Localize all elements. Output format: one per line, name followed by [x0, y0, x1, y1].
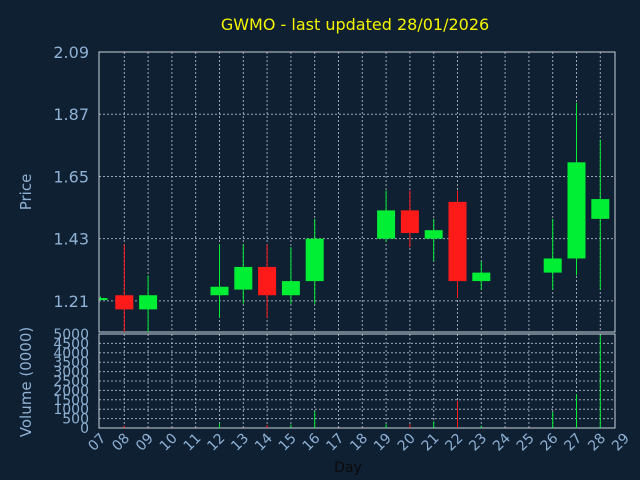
price-tick-label: 1.65 — [53, 167, 89, 186]
candle-body — [591, 199, 610, 219]
chart-title: GWMO - last updated 28/01/2026 — [221, 15, 489, 34]
volume-tick-label: 3000 — [53, 365, 89, 381]
volume-tick-label: 3500 — [53, 355, 89, 371]
x-tick-label: 24 — [490, 430, 514, 454]
candle-body — [281, 281, 300, 296]
x-axis-label: Day — [334, 460, 362, 476]
price-tick-labels: 2.09 1.87 1.65 1.43 1.21 — [53, 43, 89, 311]
x-tick-label: 09 — [133, 431, 157, 455]
volume-bars — [123, 334, 601, 428]
candle-body — [400, 210, 419, 234]
candle — [543, 218, 562, 290]
candle-body — [472, 272, 491, 282]
candle — [115, 244, 134, 332]
volume-tick-label: 2000 — [53, 383, 89, 399]
x-tick-label: 22 — [442, 431, 466, 455]
candle-body — [258, 266, 277, 296]
x-tick-label: 12 — [204, 431, 228, 455]
x-tick-label: 21 — [419, 431, 443, 455]
x-tick-label: 16 — [300, 430, 324, 454]
candle-body — [139, 295, 158, 310]
x-tick-label: 13 — [228, 431, 252, 455]
candle — [305, 218, 324, 304]
candle — [281, 247, 300, 304]
candle-body — [234, 266, 253, 290]
x-tick-label: 25 — [514, 431, 538, 455]
candle — [400, 190, 419, 248]
volume-tick-label: 2500 — [53, 374, 89, 390]
candle — [591, 139, 610, 290]
price-axis-label: Price — [17, 174, 35, 211]
candle-body — [305, 238, 324, 282]
x-tick-label: 10 — [157, 431, 181, 455]
x-tick-label: 27 — [561, 431, 585, 455]
candle — [234, 244, 253, 304]
candle-body — [448, 201, 467, 282]
volume-tick-label: 5000 — [53, 327, 89, 343]
volume-tick-label: 500 — [62, 412, 89, 428]
x-tick-label: 14 — [252, 430, 276, 454]
x-tick-label: 29 — [609, 431, 633, 455]
candle — [472, 261, 491, 290]
candle — [258, 244, 277, 318]
x-tick-label: 28 — [585, 431, 609, 455]
candle — [139, 275, 158, 332]
price-plot-frame — [98, 51, 616, 333]
candle — [99, 296, 108, 301]
volume-tick-label: 1500 — [53, 393, 89, 409]
price-tick-label: 1.87 — [53, 105, 89, 124]
candle-body — [99, 298, 108, 301]
x-tick-label: 26 — [538, 430, 562, 454]
volume-tick-label: 1000 — [53, 402, 89, 418]
candle — [210, 244, 229, 318]
candle-body — [210, 286, 229, 296]
volume-tick-label: 4000 — [53, 346, 89, 362]
candle-body — [115, 295, 134, 310]
candle-body — [543, 258, 562, 273]
candle — [424, 218, 443, 262]
price-candles — [99, 102, 610, 332]
volume-grid — [99, 334, 615, 428]
x-tick-label: 20 — [395, 431, 419, 455]
candle-body — [567, 162, 586, 259]
candle — [567, 102, 586, 276]
volume-tick-label: 4500 — [53, 336, 89, 352]
x-tick-labels: 07 08 09 10 11 12 13 14 15 16 17 18 19 20 21 22 23 24 25 26… — [85, 430, 633, 454]
x-tick-label: 17 — [323, 431, 347, 455]
x-tick-label: 11 — [181, 431, 205, 455]
candle — [448, 190, 467, 299]
x-tick-label: 08 — [109, 431, 133, 455]
price-tick-label: 1.43 — [53, 230, 89, 249]
candle-body — [377, 210, 396, 239]
x-tick-label: 18 — [347, 431, 371, 455]
volume-axis-label: Volume (0000) — [17, 327, 35, 437]
volume-tick-label: 0 — [80, 421, 89, 437]
x-tick-label: 15 — [276, 431, 300, 455]
price-tick-label: 1.21 — [53, 292, 89, 311]
x-tick-label: 23 — [466, 431, 490, 455]
candle-body — [424, 230, 443, 239]
x-tick-label: 19 — [371, 431, 395, 455]
candle — [377, 190, 396, 242]
price-tick-label: 2.09 — [53, 43, 89, 62]
